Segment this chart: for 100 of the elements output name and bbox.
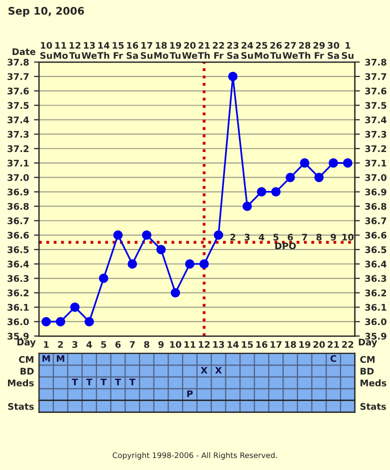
y-tick-label: 36.1 xyxy=(8,304,29,311)
x-tick-label: 2 xyxy=(58,341,63,348)
y2-tick-label: 36.6 xyxy=(365,232,386,239)
x2-tick-label: 11 Mo xyxy=(54,42,68,59)
text: M xyxy=(56,355,64,362)
y-tick-label: 36.8 xyxy=(8,202,29,210)
x-tick-label: 3 xyxy=(72,341,78,348)
category-label: Stats xyxy=(360,403,386,410)
y2-tick-label: 37.5 xyxy=(365,102,386,109)
point xyxy=(142,230,152,240)
y2-tick-label: 35.9 xyxy=(365,332,386,340)
point xyxy=(199,259,209,269)
x-tick-label: 16 xyxy=(256,341,268,348)
y-tick-label: 37.0 xyxy=(8,174,29,181)
y2-tick-label: 36.2 xyxy=(365,290,386,296)
x2-tick-label: 28 Th xyxy=(298,42,310,59)
y-tick-label: 37.8 xyxy=(8,58,29,66)
y-tick-label: 36.5 xyxy=(8,246,29,254)
x2-tick-label: 21 Th xyxy=(198,42,210,59)
y-tick-label: 36.3 xyxy=(8,275,29,282)
x2-tick-label: 17 Su xyxy=(140,42,152,59)
text: C xyxy=(330,355,336,362)
x2-tick-label: 13 We xyxy=(82,42,97,59)
category-label: CM xyxy=(18,356,34,363)
x-tick-label: 21 xyxy=(328,341,340,348)
y-tick-label: 37.1 xyxy=(8,160,29,167)
y2-tick-label: 37.1 xyxy=(365,160,386,167)
x-tick-label: 15 xyxy=(242,341,253,348)
x-tick-label: 5 xyxy=(101,341,106,348)
category-label: BD xyxy=(20,368,34,374)
y2-tick-label: 36.3 xyxy=(365,275,386,282)
text: P xyxy=(187,390,193,398)
y2-tick-label: 37.8 xyxy=(365,58,386,66)
x2-tick-label: 20 We xyxy=(182,42,198,59)
y2-tick-label: 36.5 xyxy=(365,246,386,254)
annotation: 7 xyxy=(302,234,308,240)
y-tick-label: 37.2 xyxy=(8,145,28,152)
x-tick-label: 10 xyxy=(170,341,182,348)
x2-tick-label: 25 Mo xyxy=(254,42,269,59)
text: Day xyxy=(358,338,378,348)
point xyxy=(84,316,94,326)
point xyxy=(343,158,352,168)
y-tick-label: 36.2 xyxy=(8,290,28,296)
point xyxy=(56,316,66,326)
y2-tick-label: 37.0 xyxy=(365,174,386,181)
text: T xyxy=(72,378,78,386)
x2-tick-label: 18 Mo xyxy=(154,42,168,59)
x-tick-label: 8 xyxy=(144,341,150,348)
y2-tick-label: 36.0 xyxy=(365,318,386,326)
annotation: 8 xyxy=(316,234,322,241)
y2-tick-label: 36.1 xyxy=(365,304,386,311)
point xyxy=(242,202,252,211)
y2-tick-label: 36.7 xyxy=(365,217,386,224)
category-label: Meds xyxy=(360,379,386,386)
x2-tick-label: 26 Tu xyxy=(270,42,282,59)
x-tick-label: 13 xyxy=(213,341,224,348)
x2-tick-label: 30 Sa xyxy=(328,42,340,59)
ref-line-label: DPO xyxy=(275,242,296,250)
annotation: 10 xyxy=(342,234,354,241)
x-tick-label: 9 xyxy=(158,341,164,348)
x-tick-label: 1 xyxy=(44,341,49,348)
y-tick-label: 36.7 xyxy=(8,217,29,224)
point xyxy=(156,244,166,254)
x2-tick-label: 27 We xyxy=(282,42,298,59)
y-tick-label: 36.0 xyxy=(8,318,29,326)
category-label: BD xyxy=(360,368,374,374)
y2-tick-label: 37.2 xyxy=(365,145,386,152)
point xyxy=(113,230,123,240)
point xyxy=(214,230,224,240)
x-tick-label: 6 xyxy=(115,341,121,348)
point xyxy=(128,259,138,269)
x-tick-label: 7 xyxy=(130,341,135,348)
y2-tick-label: 37.6 xyxy=(365,88,386,94)
point xyxy=(286,172,295,182)
x2-tick-label: 29 Fr xyxy=(313,42,325,59)
y-tick-label: 37.3 xyxy=(8,130,29,138)
x-tick-label: 19 xyxy=(299,341,310,348)
point xyxy=(170,288,180,298)
point xyxy=(41,316,51,326)
x2-tick-label: 22 Fr xyxy=(212,42,224,59)
x-tick-label: 20 xyxy=(313,341,325,348)
x2-tick-label: 15 Fr xyxy=(112,42,124,59)
annotation: 4 xyxy=(258,234,264,240)
x-tick-label: 12 xyxy=(198,341,210,348)
x-tick-label: 18 xyxy=(285,341,296,348)
annotation: 3 xyxy=(244,234,250,241)
point xyxy=(328,158,338,168)
point xyxy=(271,187,281,197)
x2-tick-label: 16 Sa xyxy=(126,42,138,59)
x2-tick-label: 14 Th xyxy=(97,42,110,59)
y-tick-label: 37.4 xyxy=(8,116,29,124)
y2-tick-label: 37.4 xyxy=(365,116,386,124)
x2-tick-label: 1 Su xyxy=(342,42,354,59)
y-tick-label: 36.4 xyxy=(8,260,29,268)
y2-tick-label: 36.8 xyxy=(365,202,386,210)
x2-tick-label: 24 Su xyxy=(241,42,254,59)
point xyxy=(314,172,324,182)
text: T xyxy=(114,378,122,386)
category-label: Meds xyxy=(8,379,34,386)
point xyxy=(185,259,194,269)
